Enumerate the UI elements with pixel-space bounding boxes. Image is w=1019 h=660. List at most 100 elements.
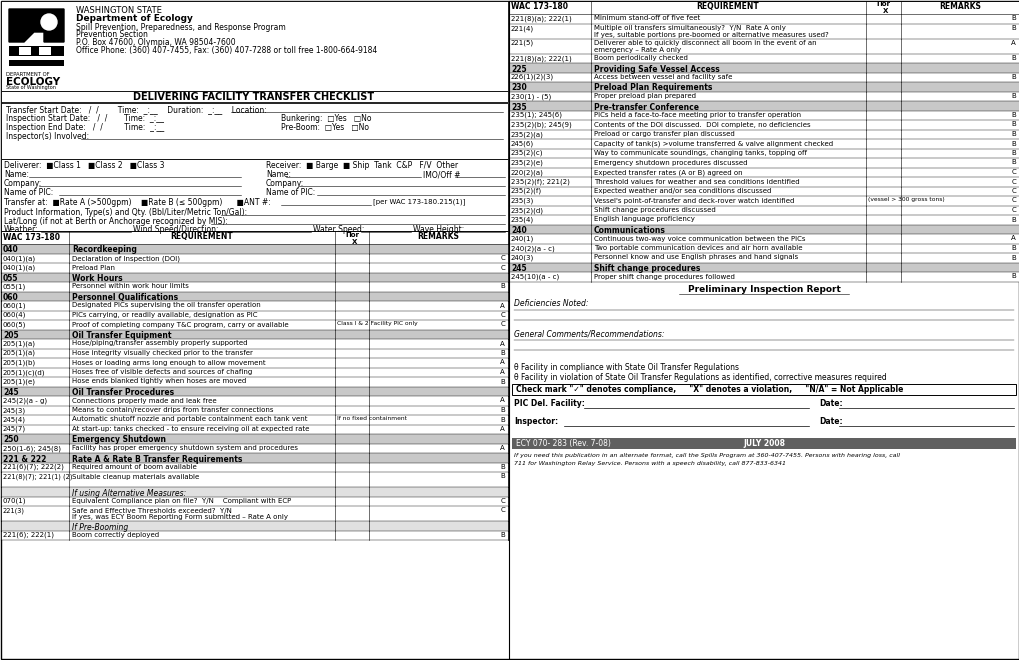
Bar [1,348,507,358]
Bar [508,24,1018,38]
Text: PIC Del. Facility:: PIC Del. Facility: [514,399,584,409]
Bar [508,129,1018,139]
Text: Means to contain/recover drips from transfer connections: Means to contain/recover drips from tran… [72,407,273,413]
Text: ECY 070- 283 (Rev. 7-08): ECY 070- 283 (Rev. 7-08) [516,439,610,448]
Text: Hose integrity visually checked prior to the transfer: Hose integrity visually checked prior to… [72,350,253,356]
Text: Name:: Name: [4,170,29,179]
Text: If no fixed containment: If no fixed containment [336,416,407,422]
Text: Boom periodically checked: Boom periodically checked [593,55,687,61]
Text: If using Alternative Measures:: If using Alternative Measures: [72,488,186,498]
Bar [1,531,507,540]
Text: If you need this publication in an alternate format, call the Spills Program at : If you need this publication in an alter… [514,453,899,457]
Text: B: B [1010,255,1015,261]
Text: Hoses free of visible defects and sources of chafing: Hoses free of visible defects and source… [72,369,252,375]
Bar [1,377,507,387]
Text: Proper shift change procedures followed: Proper shift change procedures followed [593,273,734,279]
Text: Emergency shutdown procedures discussed: Emergency shutdown procedures discussed [593,160,747,166]
Text: Communications: Communications [593,226,665,235]
Text: 205: 205 [3,331,18,340]
Bar [508,110,1018,120]
Bar [1,453,507,463]
Text: State of Washington: State of Washington [6,85,56,90]
Text: Personnel know and use English phrases and hand signals: Personnel know and use English phrases a… [593,255,798,261]
Bar [508,92,1018,101]
Text: B: B [1010,273,1015,279]
Text: 235(2)(d): 235(2)(d) [511,207,543,213]
Bar [508,158,1018,168]
Text: Proof of completing company T&C program, carry or available: Proof of completing company T&C program,… [72,321,288,327]
Text: 040(1)(a): 040(1)(a) [3,265,36,271]
Text: B: B [499,350,504,356]
Bar [1,1,507,91]
Text: C: C [1010,197,1015,203]
Text: 235: 235 [511,102,526,112]
Text: General Comments/Recommendations:: General Comments/Recommendations: [514,329,663,339]
Text: A: A [499,397,504,403]
Text: 221(8)(a); 222(1): 221(8)(a); 222(1) [511,55,572,61]
Text: Transfer at:  ■Rate A (>500gpm)    ■Rate B (≤ 500gpm)      ■ANT #:: Transfer at: ■Rate A (>500gpm) ■Rate B (… [4,198,270,207]
Text: Connections properly made and leak free: Connections properly made and leak free [72,397,216,403]
Bar [508,139,1018,148]
Text: Πor
  X: Πor X [875,1,890,14]
Bar [508,82,1018,92]
Bar [508,234,1018,244]
Text: 235(3): 235(3) [511,197,534,204]
Text: B: B [1010,245,1015,251]
Text: C: C [1010,178,1015,185]
Text: Water Speed:: Water Speed: [313,226,364,234]
Text: Receiver:  ■ Barge  ■ Ship  Tank  C&P   F/V  Other: Receiver: ■ Barge ■ Ship Tank C&P F/V Ot… [266,161,458,170]
Text: Pre-transfer Conference: Pre-transfer Conference [593,102,698,112]
Bar [1,405,507,415]
Bar [1,103,507,159]
Bar [9,46,64,56]
Text: Department of Ecology: Department of Ecology [76,14,193,23]
Text: Wind Speed/Direction:: Wind Speed/Direction: [132,226,218,234]
Text: WAC 173-180: WAC 173-180 [511,2,568,11]
Text: Suitable cleanup materials available: Suitable cleanup materials available [72,473,199,480]
Text: Personnel within work hour limits: Personnel within work hour limits [72,284,189,290]
Text: Capacity of tank(s) >volume transferred & valve alignment checked: Capacity of tank(s) >volume transferred … [593,141,833,147]
Text: 221(4): 221(4) [511,25,534,32]
Text: 245(2)(a - g): 245(2)(a - g) [3,397,47,404]
Bar [1,424,507,434]
Text: Safe and Effective Thresholds exceeded?  Y/N
If yes, was ECY Boom Reporting Form: Safe and Effective Thresholds exceeded? … [72,508,287,521]
Bar [1,329,507,339]
Text: Name of PIC:: Name of PIC: [4,188,53,197]
Text: Oil Transfer Procedures: Oil Transfer Procedures [72,388,174,397]
Text: Check mark "✓" denotes compliance,     "X" denotes a violation,     "N/A" = Not : Check mark "✓" denotes compliance, "X" d… [516,385,903,394]
Bar [9,60,64,66]
Text: 060(5): 060(5) [3,321,26,328]
Text: REQUIREMENT: REQUIREMENT [170,232,233,241]
Text: 060(4): 060(4) [3,312,26,319]
Text: B: B [1010,216,1015,222]
Text: PICs held a face-to-face meeting prior to transfer operation: PICs held a face-to-face meeting prior t… [593,112,800,118]
Text: DELIVERING FACILITY TRANSFER CHECKLIST: DELIVERING FACILITY TRANSFER CHECKLIST [133,92,374,102]
Text: 240(1): 240(1) [511,236,534,242]
Bar [512,438,1015,449]
Bar [1,320,507,329]
Text: Πor
  X: Πor X [344,232,359,245]
Text: Hose/piping/transfer assembly properly supported: Hose/piping/transfer assembly properly s… [72,341,248,346]
Bar [1,444,507,453]
Text: Rate A & Rate B Transfer Requirements: Rate A & Rate B Transfer Requirements [72,455,243,463]
Text: Name of PIC:: Name of PIC: [266,188,315,197]
Text: B: B [1010,15,1015,22]
Text: 235(1); 245(6): 235(1); 245(6) [511,112,561,119]
Text: 040: 040 [3,246,18,255]
Text: Expected transfer rates (A or B) agreed on: Expected transfer rates (A or B) agreed … [593,169,742,176]
Text: 250: 250 [3,436,18,444]
Text: WASHINGTON STATE: WASHINGTON STATE [76,6,162,15]
Text: [per WAC 173-180.215(1)]: [per WAC 173-180.215(1)] [373,198,465,205]
Text: Vessel's point-of-transfer and deck-rover watch identified: Vessel's point-of-transfer and deck-rove… [593,197,794,203]
Text: 245(10)(a - c): 245(10)(a - c) [511,273,558,280]
Text: Preload or cargo transfer plan discussed: Preload or cargo transfer plan discussed [593,131,734,137]
Bar [1,387,507,396]
Text: If Pre-Booming: If Pre-Booming [72,523,128,531]
Bar [508,168,1018,177]
Bar [1,358,507,368]
Text: 225: 225 [511,65,526,73]
Text: DEPARTMENT OF: DEPARTMENT OF [6,72,50,77]
Text: Transfer Start Date:   /  /        Time:  _:__    Duration:  _:__    Location:: Transfer Start Date: / / Time: _:__ Dura… [6,105,267,114]
Bar [508,263,1018,272]
Bar [1,368,507,377]
